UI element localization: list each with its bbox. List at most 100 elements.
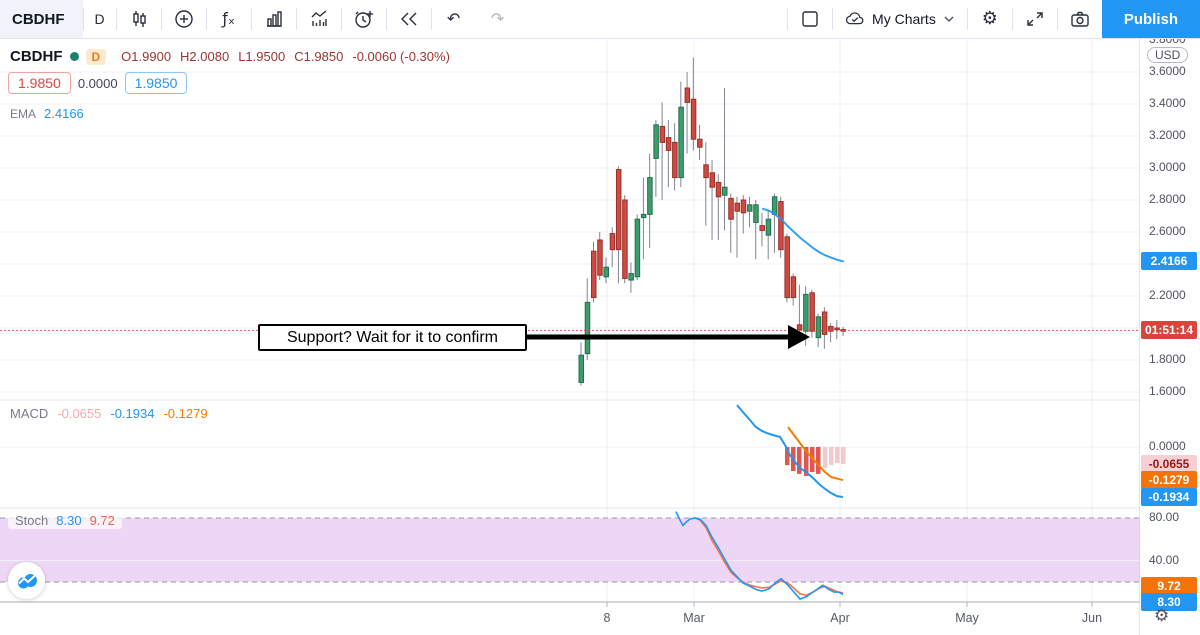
divider: [385, 8, 387, 30]
chart-style-button[interactable]: [116, 0, 161, 38]
legend-open: O1.9900: [121, 49, 172, 64]
indicator-templates-button[interactable]: [251, 0, 296, 38]
price-axis: USD 3.8000 3.6000 3.4000 3.2000 3.0000 2.8000…: [1140, 32, 1200, 635]
candle-body: [765, 218, 772, 236]
candle-body: [640, 213, 647, 219]
symbol-search-button[interactable]: CBDHF: [0, 0, 83, 38]
candle-body: [615, 169, 622, 251]
stoch-d-value: 9.72: [89, 513, 115, 528]
candle-body: [609, 233, 616, 251]
annotation-text-box[interactable]: Support? Wait for it to confirm: [258, 324, 527, 351]
candle-body: [815, 316, 822, 339]
replay-button[interactable]: [386, 0, 431, 38]
candle-body: [584, 301, 591, 355]
candle-body: [590, 250, 597, 299]
publish-button[interactable]: Publish: [1101, 0, 1200, 38]
price-axis-label: 3.6000: [1149, 64, 1186, 78]
candle-body: [834, 327, 840, 331]
divider: [115, 8, 117, 30]
stoch-axis-label: 40.00: [1149, 552, 1180, 567]
my-charts-button[interactable]: My Charts: [833, 0, 967, 38]
interval-button[interactable]: D: [83, 0, 116, 38]
price-axis-label: 2.2000: [1149, 288, 1186, 302]
candle-body: [753, 204, 759, 223]
time-axis-settings-icon[interactable]: ⚙: [1154, 606, 1170, 626]
gear-icon: ⚙: [981, 8, 998, 29]
candle-body: [628, 273, 634, 281]
annotation-arrow-head: [788, 325, 810, 349]
divider: [1056, 8, 1058, 30]
stoch-d-badge: 9.72: [1141, 576, 1197, 595]
divider: [787, 8, 789, 30]
rewind-icon: [398, 8, 420, 30]
compare-button[interactable]: [161, 0, 206, 38]
stoch-legend: Stoch 8.30 9.72: [8, 512, 122, 529]
macd-hist-bar: [804, 447, 809, 476]
ema-value: 2.4166: [44, 106, 84, 121]
price-axis-label: 3.4000: [1149, 96, 1186, 110]
macd-value-badge: -0.1279: [1141, 471, 1197, 490]
sell-price-button[interactable]: 1.9850: [8, 72, 71, 94]
undo-icon: ↶: [446, 9, 461, 28]
time-axis-label: Mar: [683, 611, 705, 625]
candle-body: [821, 311, 828, 335]
legend-interval-badge[interactable]: D: [85, 48, 107, 65]
toolbar-left-group: CBDHF D: [0, 0, 787, 38]
candle-body: [803, 293, 809, 332]
settings-button[interactable]: ⚙: [967, 0, 1012, 38]
divider: [832, 8, 834, 30]
buy-price-button[interactable]: 1.9850: [124, 72, 188, 94]
candle-body: [715, 181, 722, 198]
candle-body: [672, 141, 678, 179]
ema-label: EMA: [10, 106, 37, 121]
candle-body: [828, 325, 834, 332]
tradingview-logo-icon[interactable]: [8, 562, 45, 599]
macd-hist-bar: [797, 447, 802, 474]
redo-button[interactable]: ↷: [475, 0, 520, 38]
layout-button[interactable]: [788, 0, 833, 38]
fullscreen-icon: [1024, 8, 1046, 30]
candle-body: [746, 204, 753, 212]
candle-body: [634, 218, 641, 278]
divider: [430, 8, 432, 30]
ema-price-badge: 2.4166: [1141, 252, 1197, 271]
macd-line-value: -0.1934: [110, 406, 155, 421]
candle-body: [784, 236, 790, 299]
macd-label: MACD: [10, 406, 49, 421]
candle-body: [647, 177, 653, 215]
stoch-band: [0, 518, 1140, 583]
trade-panel: 1.9850 0.0000 1.9850: [8, 72, 188, 94]
fullscreen-button[interactable]: [1012, 0, 1057, 38]
alert-button[interactable]: [341, 0, 386, 38]
price-axis-label: 1.6000: [1149, 384, 1186, 398]
snapshot-button[interactable]: [1057, 0, 1102, 38]
candle-body: [809, 292, 815, 332]
candle-body: [684, 87, 691, 103]
stoch-k-value: 8.30: [56, 513, 82, 528]
fx-icon: ƒₓ: [222, 9, 235, 28]
candle-body: [653, 124, 659, 159]
time-axis-label: May: [955, 611, 979, 625]
candle-body: [578, 354, 584, 383]
divider: [82, 8, 84, 30]
legend-symbol[interactable]: CBDHF: [10, 48, 63, 65]
legend-low: L1.9500: [238, 49, 286, 64]
plus-circle-icon: [173, 8, 195, 30]
candle-body: [678, 106, 684, 179]
cloud-check-icon: [844, 8, 866, 30]
candle-body: [728, 197, 734, 220]
candle-body: [796, 324, 803, 331]
candle-body: [740, 199, 747, 214]
candle-body: [622, 199, 628, 279]
candle-body: [790, 276, 797, 299]
indicators-button[interactable]: ƒₓ: [206, 0, 251, 38]
macd-value-badge: -0.1934: [1141, 487, 1197, 506]
stoch-label: Stoch: [15, 513, 49, 528]
forecast-button[interactable]: [296, 0, 341, 38]
undo-button[interactable]: ↶: [431, 0, 476, 38]
my-charts-label: My Charts: [872, 11, 936, 27]
candle-body: [722, 186, 728, 196]
macd-hist-bar: [823, 447, 828, 468]
spread-value: 0.0000: [77, 75, 118, 91]
price-axis-label: 2.8000: [1149, 192, 1186, 206]
